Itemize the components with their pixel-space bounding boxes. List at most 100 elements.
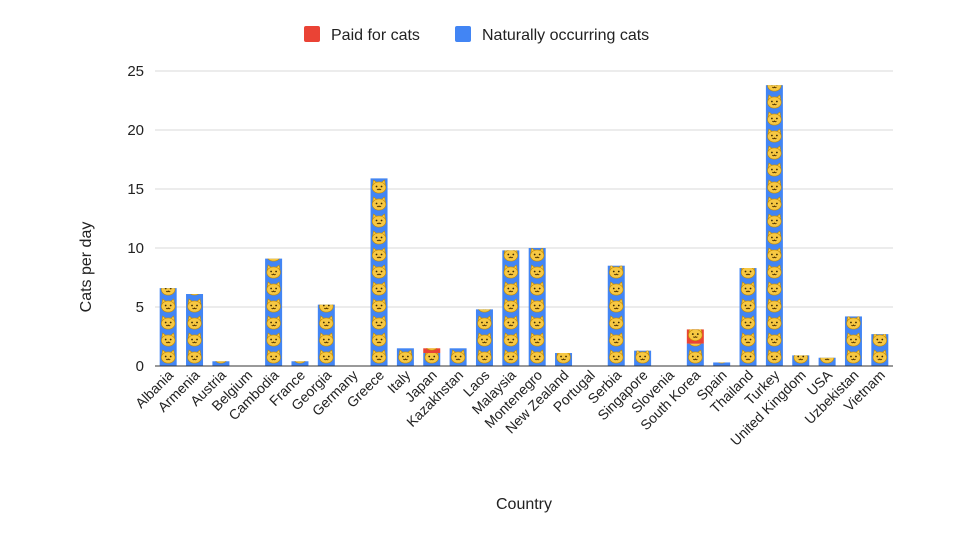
cat-face-icon: [740, 281, 756, 296]
cat-face-icon: [161, 265, 175, 278]
cat-face-icon: [767, 145, 782, 160]
legend-label-natural: Naturally occurring cats: [482, 27, 649, 44]
cat-face-icon: [503, 315, 518, 330]
bar: [212, 361, 230, 366]
legend-label-paid: Paid for cats: [331, 27, 420, 44]
bar-segment: [739, 248, 757, 366]
bar-segment: [186, 294, 204, 366]
cat-face-icon: [477, 315, 492, 330]
cat-face-icon: [161, 288, 176, 296]
bar-segment: [844, 299, 862, 366]
cat-face-icon: [371, 281, 387, 296]
cat-face-icon: [503, 250, 518, 262]
cat-face-icon: [267, 258, 280, 262]
cat-face-icon: [266, 298, 281, 313]
cat-face-icon: [872, 349, 887, 364]
bar-segment: [212, 361, 230, 366]
cat-face-icon: [530, 349, 545, 364]
y-tick-label: 5: [136, 299, 144, 316]
cat-face-icon: [319, 304, 334, 313]
cat-face-icon: [319, 332, 334, 347]
cat-face-icon: [740, 298, 756, 313]
cat-face-icon: [371, 315, 387, 330]
cat-face-icon: [556, 353, 571, 364]
cat-face-icon: [215, 361, 227, 364]
cat-face-icon: [636, 333, 650, 346]
cat-face-icon: [266, 281, 281, 296]
cat-face-icon: [740, 349, 756, 364]
x-axis-title: Country: [496, 496, 552, 513]
cat-face-icon: [847, 299, 861, 312]
cat-face-icon: [609, 265, 624, 279]
cat-face-icon: [399, 333, 413, 346]
cat-face-icon: [767, 179, 782, 194]
cat-face-icon: [189, 294, 200, 296]
cat-face-icon: [371, 264, 387, 279]
cat-face-icon: [740, 268, 756, 279]
y-tick-label: 20: [127, 122, 144, 139]
bar-segment: [475, 309, 493, 366]
bar: [713, 362, 731, 366]
y-tick-label: 10: [127, 240, 144, 257]
cat-face-icon: [372, 163, 386, 176]
bar-segment: [370, 163, 388, 366]
cat-face-icon: [530, 315, 545, 330]
bar-segment: [686, 343, 704, 366]
cat-face-icon: [689, 311, 703, 324]
cat-face-icon: [794, 333, 808, 346]
cat-face-icon: [187, 298, 202, 313]
cat-face-icon: [767, 111, 782, 126]
cat-face-icon: [478, 309, 491, 313]
bar-segment: [528, 231, 546, 366]
bar-segment: [607, 265, 625, 366]
cat-face-icon: [767, 332, 782, 347]
cat-face-icon: [371, 332, 387, 347]
cat-face-icon: [187, 349, 202, 364]
cat-face-icon: [767, 281, 782, 296]
cat-face-icon: [319, 349, 334, 364]
cat-face-icon: [477, 349, 492, 364]
bar-segment: [423, 348, 441, 354]
cat-face-icon: [320, 282, 334, 295]
cat-face-icon: [371, 349, 387, 364]
cat-face-icon: [767, 298, 782, 313]
cat-face-icon: [688, 349, 703, 364]
cat-face-icon: [371, 213, 387, 228]
y-axis-ticks: 0 5 10 15 20 25: [127, 63, 144, 375]
cat-face-icon: [503, 298, 518, 313]
cat-face-icon: [846, 349, 861, 364]
y-axis-title: Cats per day: [78, 222, 95, 313]
cat-face-icon: [371, 179, 387, 194]
cat-face-icon: [503, 281, 518, 296]
bar-segment: [449, 348, 467, 366]
cat-face-icon: [504, 231, 518, 244]
legend: Paid for cats Naturally occurring cats: [304, 26, 649, 44]
cat-face-icon: [740, 315, 756, 330]
legend-swatch-natural: [455, 26, 471, 42]
cat-face-icon: [294, 361, 306, 364]
cat-face-icon: [609, 315, 624, 330]
bar-segment: [765, 85, 783, 366]
bar-segment: [396, 333, 414, 366]
cat-face-icon: [741, 248, 755, 261]
cat-face-icon: [266, 332, 281, 347]
y-tick-label: 15: [127, 181, 144, 198]
cat-face-icon: [689, 343, 702, 347]
cat-face-icon: [846, 316, 861, 330]
cat-face-icon: [530, 298, 545, 313]
cat-face-icon: [266, 315, 281, 330]
cat-face-icon: [530, 332, 545, 347]
cat-face-icon: [635, 350, 650, 364]
cat-face-icon: [767, 196, 782, 211]
cat-face-icon: [557, 333, 571, 346]
cat-face-icon: [530, 231, 544, 244]
cat-face-icon: [187, 315, 202, 330]
cat-face-icon: [187, 332, 202, 347]
bar: [423, 348, 441, 354]
cat-face-icon: [609, 298, 624, 313]
cat-face-icon: [530, 264, 545, 279]
cat-face-icon: [530, 281, 545, 296]
bars: [159, 85, 889, 366]
y-tick-label: 25: [127, 63, 144, 80]
bar-segment: [502, 231, 520, 366]
